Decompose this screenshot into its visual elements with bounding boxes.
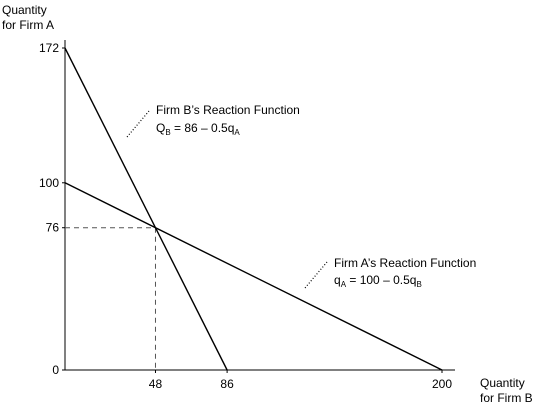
firm-a-annotation-equation: qA = 100 – 0.5qB (334, 273, 422, 289)
firm-b-annotation-leader (126, 110, 150, 138)
firm-a-equation-part-2: = 100 – 0.5q (346, 273, 416, 287)
y-axis-title-line-2: for Firm A (2, 18, 54, 32)
y-tick-label-0: 0 (52, 363, 59, 377)
x-axis-title-line-2: for Firm B (480, 391, 533, 405)
firm-b-reaction-line (64, 47, 228, 371)
firm-b-equation-part-2: = 86 – 0.5q (171, 121, 235, 135)
firm-a-equation-part-0: q (334, 273, 341, 287)
y-axis-title-line-1: Quantity (2, 3, 47, 17)
firm-a-equation-part-3: B (416, 280, 421, 289)
firm-a-reaction-line (64, 182, 443, 371)
x-tick-label-86: 86 (220, 377, 234, 391)
y-tick-label-100: 100 (39, 176, 59, 190)
firm-b-equation-part-3: A (234, 128, 240, 137)
firm-b-equation-part-1: B (165, 128, 170, 137)
x-tick-label-200: 200 (432, 377, 452, 391)
firm-a-annotation-title: Firm A’s Reaction Function (334, 256, 476, 270)
x-tick-label-48: 48 (149, 377, 163, 391)
firm-b-annotation-title: Firm B’s Reaction Function (156, 103, 300, 117)
firm-b-equation-part-0: Q (156, 121, 165, 135)
x-axis-title-line-1: Quantity (480, 376, 525, 390)
y-tick-label-76: 76 (46, 221, 60, 235)
firm-a-annotation-leader (304, 261, 328, 289)
firm-b-annotation-equation: QB = 86 – 0.5qA (156, 121, 240, 137)
y-tick-label-172: 172 (39, 41, 59, 55)
firm-a-equation-part-1: A (341, 280, 347, 289)
